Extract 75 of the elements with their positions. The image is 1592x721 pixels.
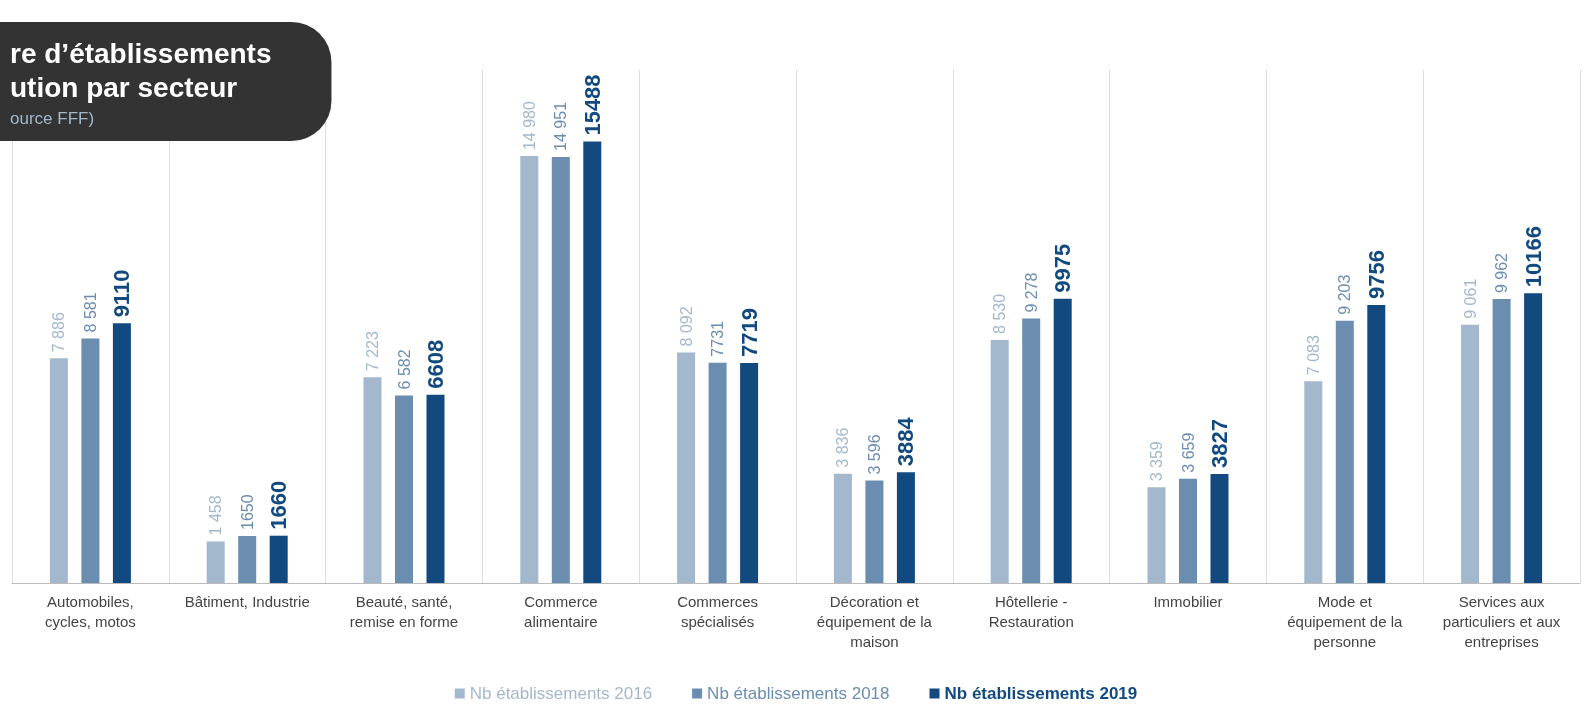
bar (112, 323, 131, 583)
bar (1147, 487, 1166, 583)
bar (990, 339, 1009, 583)
x-tick-label: Décoration et équipement de la maison (816, 592, 933, 650)
data-label: 1 458 (207, 495, 225, 536)
x-tick-label: Commerce alimentaire (524, 592, 598, 630)
bar (740, 363, 759, 583)
bar (1461, 324, 1480, 583)
bar (395, 395, 413, 583)
bar (1053, 298, 1072, 583)
x-tick-label: Hôtellerie - Restauration (988, 592, 1074, 630)
bar (1210, 473, 1229, 583)
legend-label: Nb établissements 2016 (469, 684, 653, 703)
bar (677, 352, 696, 583)
data-label: 15488 (579, 74, 605, 136)
bar (49, 358, 68, 583)
x-tick-label: Immobilier (1153, 592, 1223, 610)
chart-subtitle: ource FFF) (10, 109, 95, 128)
data-label: 9975 (1050, 243, 1076, 293)
data-label: 8 092 (677, 306, 695, 347)
data-label: 3884 (893, 416, 919, 467)
data-label: 1660 (266, 480, 292, 530)
data-label: 8 530 (991, 293, 1009, 334)
data-label: 3827 (1207, 418, 1232, 468)
data-label: 9 203 (1336, 274, 1354, 315)
data-label: 7 223 (364, 331, 381, 372)
data-label: 10166 (1520, 226, 1546, 288)
bar (865, 480, 884, 583)
data-label: 7 886 (50, 312, 68, 353)
data-label: 7 083 (1304, 334, 1322, 376)
bar (1492, 299, 1511, 583)
bar (896, 472, 915, 583)
legend-label: Nb établissements 2019 (944, 684, 1138, 703)
bar (1304, 381, 1323, 583)
data-label: 7731 (709, 320, 727, 357)
data-label: 14 980 (520, 101, 538, 151)
bar (206, 541, 225, 583)
data-label: 9 278 (1022, 272, 1040, 313)
bar (520, 156, 539, 583)
data-label: 8 581 (81, 292, 99, 333)
data-label: 3 659 (1179, 432, 1197, 473)
data-label: 1650 (238, 494, 256, 530)
x-tick-label: Bâtiment, Industrie (184, 592, 310, 610)
data-label: 9110 (109, 269, 135, 318)
bar (269, 535, 288, 583)
data-label: 14 951 (552, 101, 570, 151)
data-label: 7719 (736, 308, 762, 358)
bar (1367, 304, 1386, 583)
data-label: 9 962 (1493, 252, 1511, 294)
bar (426, 394, 445, 583)
bar (833, 473, 852, 583)
bar (1022, 318, 1041, 583)
data-label: 9 061 (1461, 278, 1479, 319)
bar (1335, 320, 1354, 583)
bar (81, 338, 100, 583)
x-tick-label: Services aux particuliers et aux entreprises (1442, 592, 1561, 650)
bar (363, 377, 382, 583)
bar (708, 362, 727, 583)
bar (583, 141, 602, 583)
x-tick-label: Beauté, santé, remise en forme (349, 592, 459, 630)
bar (1524, 293, 1543, 583)
data-label: 3 836 (834, 427, 852, 468)
bar (1179, 478, 1197, 583)
x-tick-label: Automobiles, cycles, motos (44, 592, 136, 630)
data-label: 6608 (423, 339, 448, 389)
data-label: 3 359 (1148, 441, 1165, 482)
data-label: 6 582 (395, 349, 413, 390)
data-label: 9756 (1363, 250, 1389, 299)
bar (238, 535, 257, 583)
legend-label: Nb établissements 2018 (707, 684, 890, 703)
chart-title: re d’établissements ution par secteur (10, 37, 272, 103)
x-tick-label: Mode et équipement de la personne (1287, 592, 1403, 650)
bar (551, 156, 570, 583)
x-tick-label: Commerces spécialisés (677, 592, 759, 630)
data-label: 3 596 (865, 434, 883, 475)
